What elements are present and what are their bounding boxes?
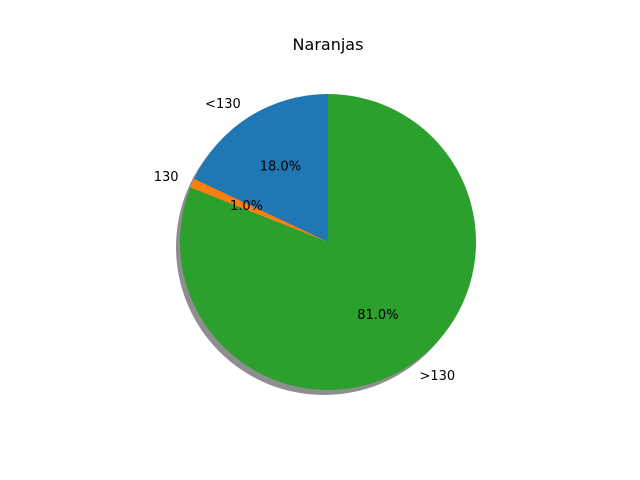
slice-percent-label: 18.0%	[260, 160, 301, 175]
chart-title: Naranjas	[293, 35, 364, 54]
slice-percent-label: 81.0%	[357, 308, 398, 323]
pie-slice	[194, 94, 328, 242]
pie-slices	[179, 94, 476, 390]
pie-labels: <130 18.0% 130 1.0% >130 81.0%	[154, 97, 455, 384]
pie-slice	[190, 178, 328, 242]
pie-slice	[179, 94, 476, 390]
slice-percent-label: 1.0%	[230, 199, 263, 214]
slice-category-label: <130	[205, 97, 241, 112]
slice-category-label: 130	[154, 170, 179, 185]
slice-category-label: >130	[420, 369, 456, 384]
